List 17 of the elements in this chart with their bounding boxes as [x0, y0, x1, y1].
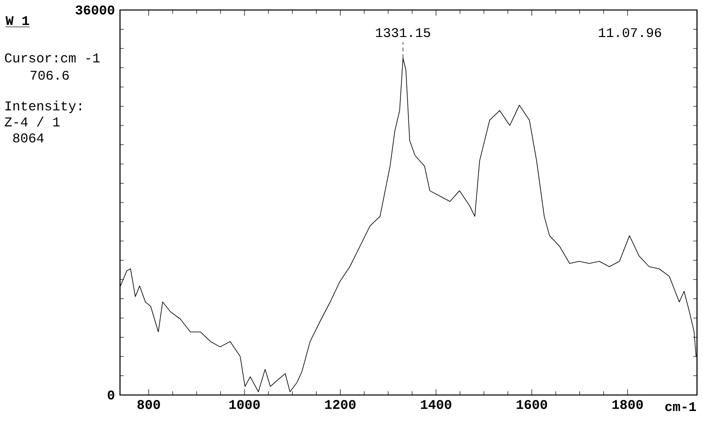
x-tick-label: 1600 [516, 400, 548, 410]
text: Z-4 / 1 [4, 116, 60, 126]
x-tick-label: 800 [137, 400, 160, 410]
y-tick-label: 0 [108, 390, 114, 400]
annotation: 11.07.96 [598, 28, 662, 38]
x-tick-label: 1400 [420, 400, 452, 410]
chart-title: W 1 [6, 16, 30, 25]
text: 706.6 [30, 70, 69, 80]
x-tick-label: 1200 [325, 400, 356, 410]
annotation: 1331.15 [376, 28, 430, 38]
x-axis-title: cm-1 [665, 402, 696, 412]
text: Intensity: [6, 100, 82, 114]
x-tick-label: 1800 [612, 400, 643, 410]
text: Cursor:cm -1 [5, 53, 100, 62]
x-tick-label: 1000 [229, 400, 260, 410]
y-tick-label: 36000 [76, 5, 114, 15]
text: 8064 [13, 133, 44, 142]
